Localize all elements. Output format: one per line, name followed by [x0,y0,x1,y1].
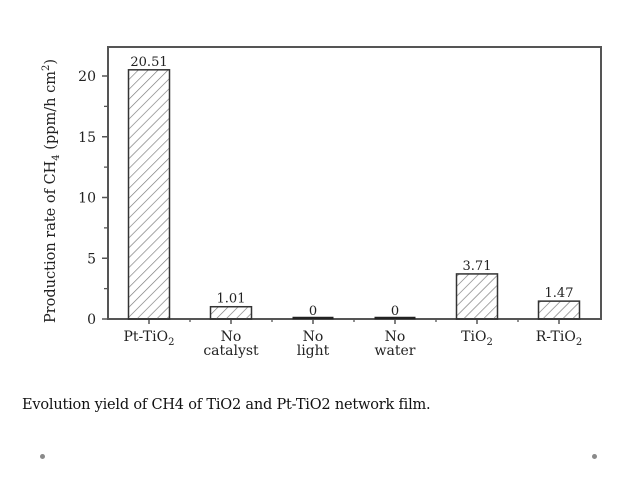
figure-caption: Evolution yield of CH4 of TiO2 and Pt-Ti… [22,397,431,413]
y-axis-label: Production rate of CH4 (ppm/h cm2) [41,59,62,323]
bullet-left [40,454,45,459]
y-tick-label: 15 [78,130,96,146]
x-tick-label: No [303,329,324,345]
bar [455,273,499,320]
data-label: 20.51 [130,55,167,70]
x-tick-label-line2: catalyst [203,343,259,359]
y-axis: 0 5 10 15 20 [78,69,108,328]
y-tick-label: 20 [78,69,96,85]
x-tick-label: No [385,329,406,345]
x-tick-label: R-TiO2 [536,329,582,348]
y-tick-label: 0 [87,312,96,328]
bars: 20.51 1.01 0 0 3.71 1.47 [127,55,581,320]
data-label: 1.01 [217,292,246,307]
x-tick-label-line2: water [375,343,416,359]
plot-frame [107,46,602,320]
bar [537,300,581,320]
y-tick-label: 5 [87,251,96,267]
x-tick-label: Pt-TiO2 [124,329,175,348]
y-axis-title: Production rate of CH4 (ppm/h cm2) [41,59,62,323]
x-tick-label-line2: light [297,343,330,359]
bar [209,305,253,320]
bar [127,69,171,320]
y-tick-label: 10 [78,191,96,207]
x-tick-label: No [221,329,242,345]
bullet-right [592,454,597,459]
data-label: 1.47 [545,286,574,301]
data-label: 0 [309,304,317,319]
x-tick-label: TiO2 [461,329,493,348]
data-label: 0 [391,304,399,319]
data-label: 3.71 [463,259,492,274]
